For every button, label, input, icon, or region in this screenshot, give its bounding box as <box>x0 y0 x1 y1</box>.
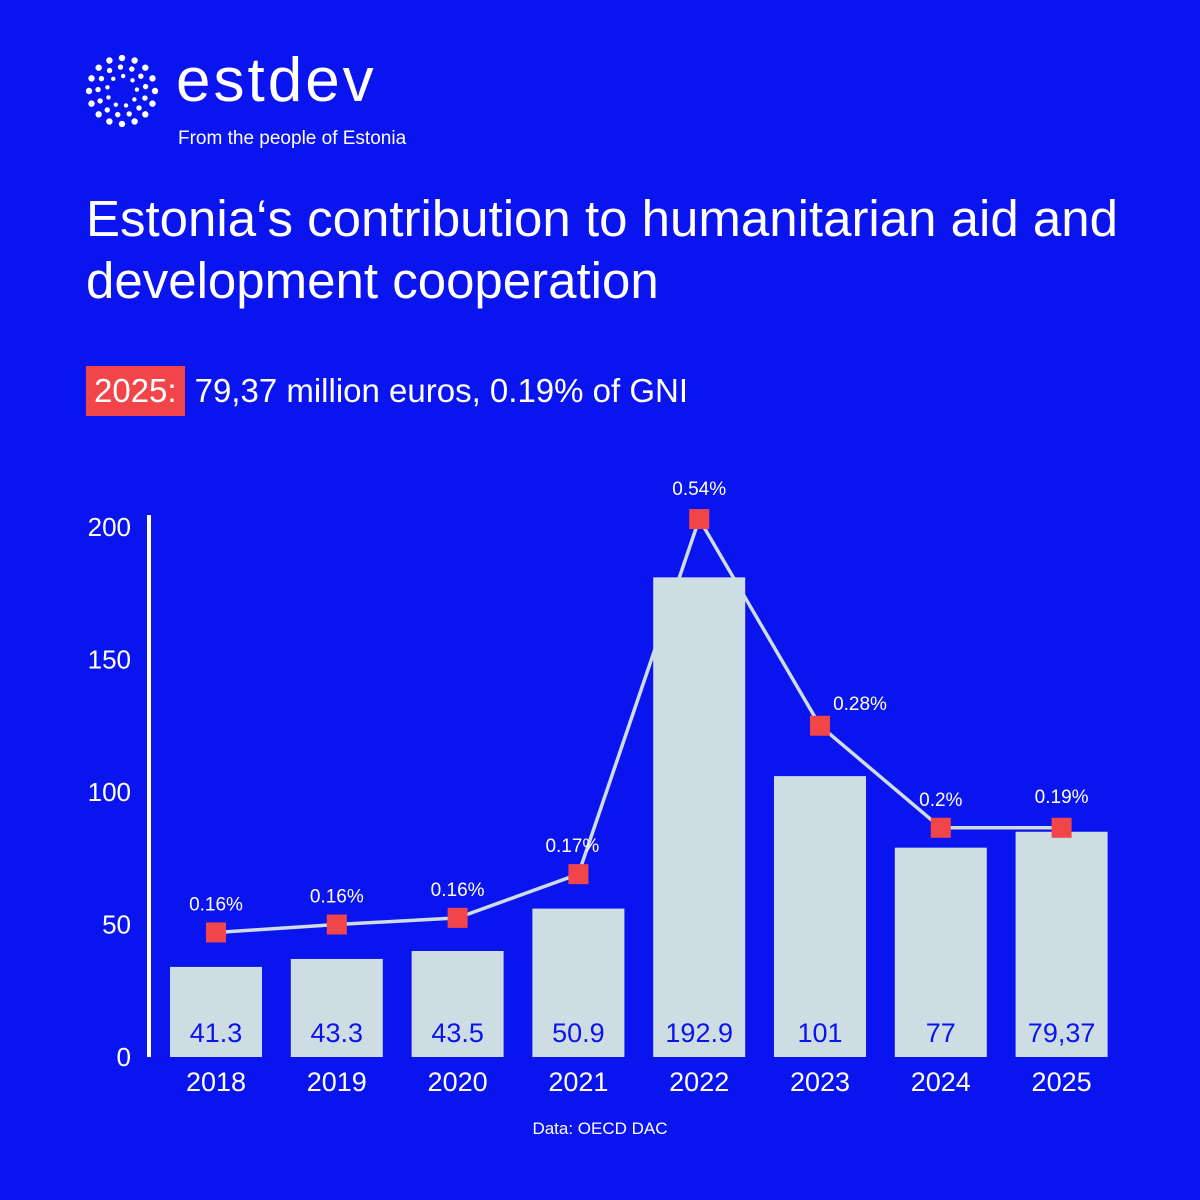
y-tick-label: 0 <box>117 1042 131 1072</box>
year-badge: 2025: <box>86 366 185 416</box>
bar-value-label: 43.5 <box>431 1018 484 1048</box>
bar-value-label: 43.3 <box>311 1018 364 1048</box>
y-tick-label: 100 <box>88 777 131 807</box>
logo-dot <box>95 64 102 71</box>
logo-dot <box>118 55 126 62</box>
logo-dot <box>134 87 140 92</box>
highlight-line: 2025: 79,37 million euros, 0.19% of GNI <box>86 366 688 416</box>
logo-dot <box>95 86 101 93</box>
logo-dot <box>106 67 113 74</box>
bar <box>653 577 746 1057</box>
logo-dot <box>111 76 116 82</box>
logo-dot <box>98 75 105 82</box>
brand-name: estdev <box>176 46 377 115</box>
percent-label: 0.16% <box>189 894 243 915</box>
logo-dot <box>106 95 111 100</box>
x-tick-label: 2022 <box>669 1067 729 1097</box>
percent-label: 0.16% <box>310 887 364 908</box>
bar-value-label: 192.9 <box>665 1018 733 1048</box>
logo-dot <box>131 57 138 64</box>
logo-dot <box>136 105 142 111</box>
logo-dot <box>129 66 135 72</box>
logo-dot <box>115 111 121 118</box>
logo-dot <box>149 75 156 82</box>
y-tick-label: 50 <box>102 910 131 940</box>
bar-value-label: 79,37 <box>1028 1018 1096 1048</box>
logo-dot <box>123 103 129 108</box>
tagline: From the people of Estonia <box>178 128 407 149</box>
bar <box>774 776 866 1057</box>
line-marker <box>568 864 589 885</box>
percent-label: 0.2% <box>919 790 962 811</box>
bar <box>290 958 383 1057</box>
bar <box>894 847 987 1057</box>
x-tick-label: 2020 <box>428 1067 488 1097</box>
percent-label: 0.17% <box>545 836 599 857</box>
logo-dot <box>106 118 113 125</box>
logo-dot <box>113 102 119 107</box>
logo-dot <box>142 95 148 101</box>
dotted-ring-icon <box>86 55 158 127</box>
logo-dot <box>86 87 93 95</box>
x-tick-label: 2023 <box>790 1067 850 1097</box>
percent-label: 0.19% <box>1035 787 1089 808</box>
highlight-text: 79,37 million euros, 0.19% of GNI <box>194 372 689 409</box>
bar <box>411 951 504 1057</box>
logo-dot <box>88 75 95 82</box>
x-tick-label: 2019 <box>307 1067 367 1097</box>
logo-dot <box>151 87 158 95</box>
x-tick-label: 2025 <box>1032 1067 1092 1097</box>
bar <box>532 908 625 1057</box>
bar-value-label: 50.9 <box>552 1018 605 1048</box>
logo-dot <box>106 57 113 64</box>
line-marker <box>447 907 468 928</box>
percent-label: 0.16% <box>431 880 485 901</box>
line-marker <box>930 817 951 838</box>
logo-dot <box>97 98 103 104</box>
logo-dot <box>130 78 135 83</box>
line-marker <box>810 715 830 736</box>
logo-dot <box>132 97 137 102</box>
line-marker <box>206 922 226 943</box>
source-note: Data: OECD DAC <box>532 1119 668 1138</box>
line-marker <box>326 914 347 935</box>
logo-dot <box>118 120 126 127</box>
bar-value-label: 101 <box>797 1018 842 1048</box>
line-marker <box>689 509 710 530</box>
y-tick-label: 200 <box>88 512 131 542</box>
logo-dot <box>149 100 156 107</box>
logo-dot <box>120 73 126 79</box>
logo-dot <box>117 64 124 70</box>
logo-dot <box>142 64 149 71</box>
logo-dot <box>126 111 132 117</box>
x-tick-label: 2021 <box>548 1067 608 1097</box>
percent-label: 0.28% <box>833 694 887 715</box>
y-tick-label: 150 <box>88 645 131 675</box>
logo-dot <box>105 85 110 90</box>
x-tick-label: 2024 <box>911 1067 971 1097</box>
percent-label: 0.54% <box>672 479 726 500</box>
line-marker <box>1051 817 1072 838</box>
logo-dot <box>88 100 95 107</box>
x-tick-label: 2018 <box>186 1067 246 1097</box>
logo-dot <box>95 111 102 118</box>
logo-dot <box>104 107 110 113</box>
logo-dot <box>142 111 149 118</box>
bar <box>1015 831 1108 1057</box>
bar <box>170 966 262 1057</box>
logo-dot <box>142 83 149 90</box>
bar-value-label: 77 <box>926 1018 956 1048</box>
bar-value-label: 41.3 <box>190 1018 243 1048</box>
logo-dot <box>131 118 138 125</box>
chart-title: Estonia‘s contribution to humanitarian a… <box>86 190 1118 309</box>
logo-dot <box>138 73 144 79</box>
gni-share-line <box>215 514 1062 935</box>
